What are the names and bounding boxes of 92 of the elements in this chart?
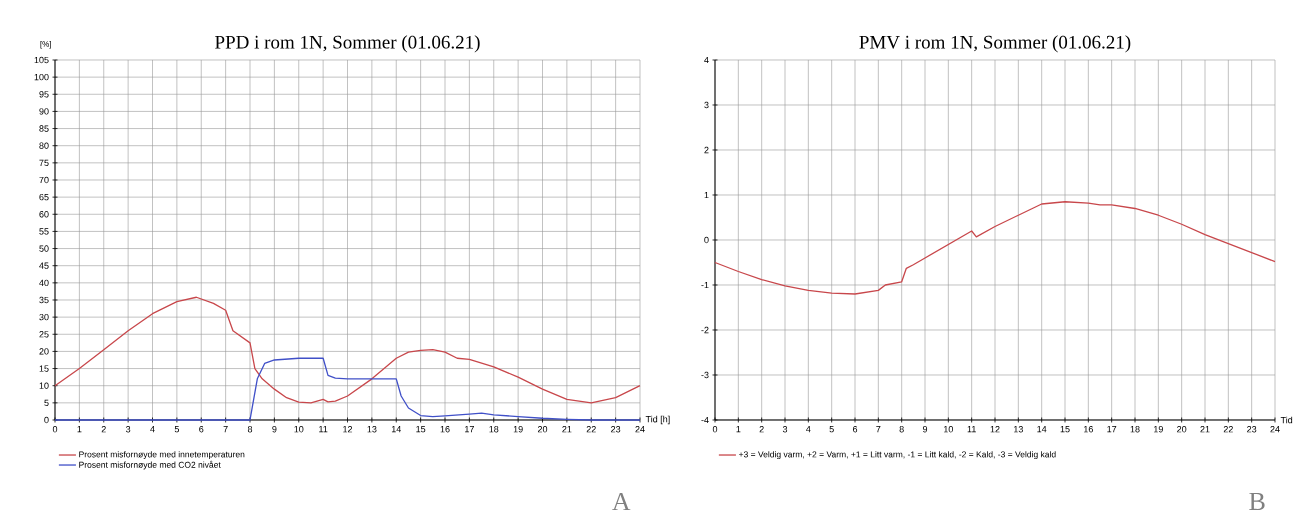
x-tick-label: 21 [562, 426, 572, 433]
y-tick-label: 4 [704, 56, 709, 64]
y-tick-label: 105 [34, 56, 49, 64]
y-tick-label: -1 [701, 281, 709, 289]
legend-label: Prosent misfornøyde med innetemperaturen [79, 451, 245, 460]
y-tick-label: 25 [39, 331, 49, 338]
x-tick-label: 14 [391, 426, 401, 433]
y-tick-label: 55 [39, 228, 49, 235]
x-tick-label: 2 [101, 426, 106, 433]
y-tick-label: 3 [704, 101, 709, 109]
y-tick-label: 35 [39, 296, 49, 304]
y-tick-label: 15 [39, 365, 49, 372]
x-tick-label: 11 [319, 426, 328, 433]
x-tick-label: 2 [759, 426, 764, 433]
x-tick-label: 6 [852, 426, 858, 433]
y-tick-label: 60 [39, 211, 49, 218]
chart-title: PPD i rom 1N, Sommer (01.06.21) [215, 35, 480, 53]
x-tick-label: 22 [586, 426, 596, 433]
x-tick-label: 9 [922, 426, 928, 433]
y-tick-label: 85 [39, 125, 49, 132]
x-tick-label: 5 [174, 426, 180, 433]
x-tick-label: 13 [1014, 426, 1023, 433]
x-tick-label: 23 [1247, 426, 1257, 433]
y-tick-label: 2 [704, 146, 709, 154]
y-tick-label: 65 [39, 193, 49, 201]
y-tick-label: -3 [701, 371, 709, 379]
legend-label: Prosent misfornøyde med CO2 nivået [79, 460, 221, 470]
legend-label: +3 = Veldig varm, +2 = Varm, +1 = Litt varm, -1 = Litt kald, -2 = Kald, -3 = Veldig kald [738, 451, 1056, 460]
y-tick-label: 50 [39, 245, 49, 252]
y-tick-label: 40 [39, 279, 49, 287]
y-tick-label: 95 [39, 91, 49, 98]
chart-title: PMV i rom 1N, Sommer (01.06.21) [859, 35, 1131, 53]
x-tick-label: 14 [1037, 426, 1047, 433]
y-tick-label: 5 [44, 399, 49, 406]
x-tick-label: 1 [77, 426, 82, 433]
line-series [54, 296, 641, 404]
x-tick-label: 20 [1177, 426, 1187, 433]
y-tick-label: -4 [701, 416, 709, 424]
x-tick-label: 9 [272, 426, 277, 433]
y-tick-label: 70 [39, 176, 49, 184]
x-tick-label: 18 [489, 426, 499, 433]
x-tick-label: 19 [513, 426, 523, 433]
x-tick-label: 11 [967, 426, 976, 433]
y-tick-label: 80 [39, 142, 49, 149]
x-tick-label: 4 [150, 426, 155, 433]
x-axis-title: Tid [1280, 416, 1293, 424]
x-tick-label: 8 [899, 426, 904, 433]
y-tick-label: 0 [704, 236, 709, 244]
x-tick-label: 16 [1084, 426, 1093, 433]
x-tick-label: 17 [1107, 426, 1117, 433]
x-tick-label: 5 [829, 426, 834, 433]
y-tick-label: 75 [39, 159, 49, 166]
x-tick-label: 10 [944, 426, 953, 433]
x-tick-label: 15 [1060, 426, 1070, 433]
x-tick-label: 8 [247, 426, 253, 433]
y-tick-label: -2 [701, 326, 709, 334]
x-tick-label: 7 [876, 426, 881, 433]
x-tick-label: 22 [1223, 426, 1233, 433]
x-tick-label: 21 [1200, 426, 1210, 433]
x-tick-label: 19 [1154, 426, 1163, 433]
x-tick-label: 23 [611, 426, 621, 433]
y-tick-label: 20 [39, 348, 49, 355]
x-tick-label: 1 [736, 426, 741, 433]
text: B [1249, 492, 1265, 511]
x-tick-label: 18 [1130, 426, 1140, 433]
x-axis-title: Tid [h] [645, 415, 670, 425]
x-tick-label: 16 [440, 426, 450, 433]
text: A [612, 492, 631, 511]
x-tick-label: 15 [416, 426, 426, 433]
x-tick-label: 0 [52, 426, 58, 433]
x-tick-label: 3 [125, 426, 131, 433]
x-tick-label: 0 [712, 426, 718, 433]
x-tick-label: 20 [537, 426, 548, 433]
x-tick-label: 17 [465, 426, 474, 433]
x-tick-label: 24 [635, 426, 645, 433]
y-tick-label: 30 [39, 313, 49, 321]
x-tick-label: 3 [782, 426, 788, 433]
y-tick-label: 0 [44, 416, 49, 424]
x-tick-label: 13 [367, 426, 377, 433]
y-tick-label: 1 [704, 191, 709, 199]
x-tick-label: 12 [990, 426, 1000, 433]
x-tick-label: 4 [806, 426, 811, 433]
y-axis-title: [%] [40, 40, 51, 49]
y-tick-label: 100 [34, 73, 49, 81]
x-tick-label: 24 [1270, 426, 1280, 433]
x-tick-label: 6 [199, 426, 204, 433]
x-tick-label: 10 [294, 426, 304, 433]
y-tick-label: 90 [39, 108, 49, 115]
x-tick-label: 12 [343, 426, 353, 433]
y-tick-label: 45 [39, 262, 49, 269]
y-tick-label: 10 [39, 382, 49, 389]
x-tick-label: 7 [223, 426, 228, 433]
